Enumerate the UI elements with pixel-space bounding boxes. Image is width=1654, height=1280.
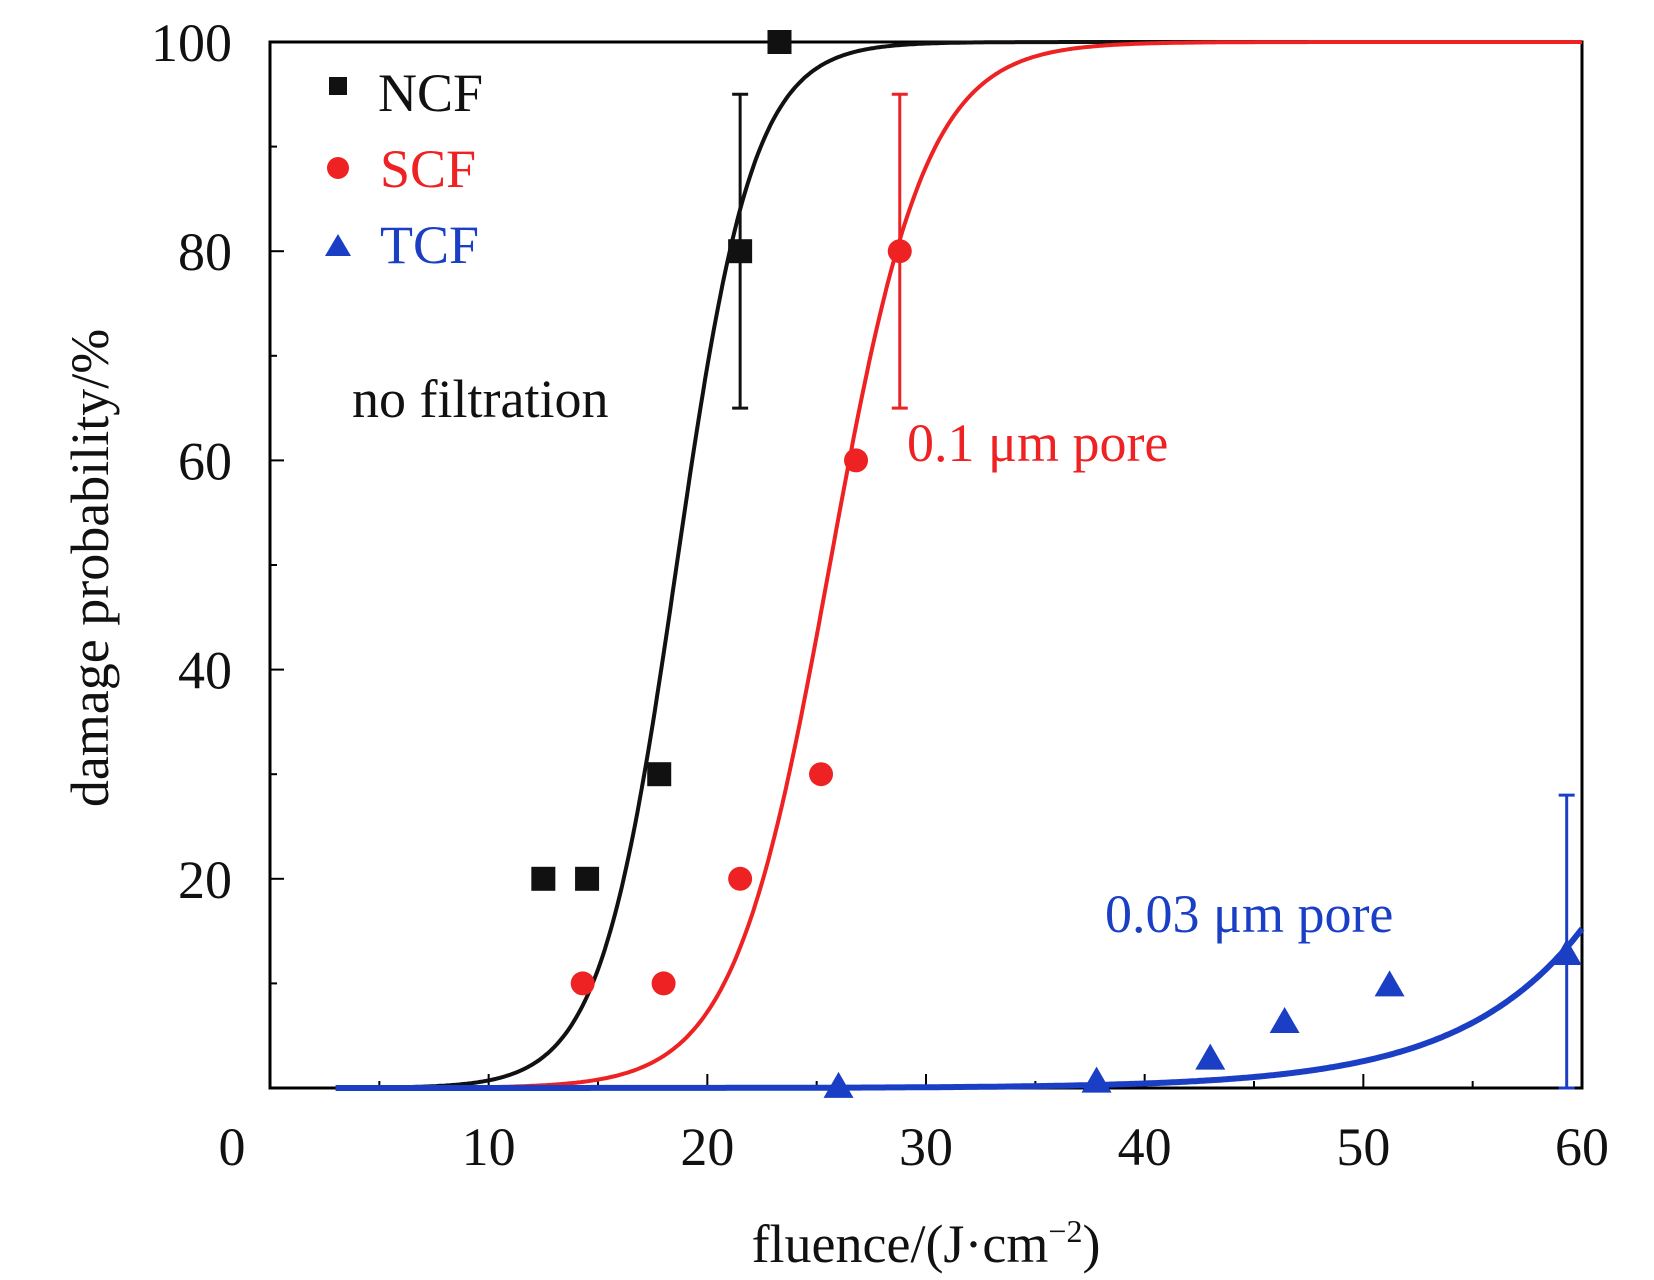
legend-marker-ncf: [329, 77, 347, 95]
point-ncf: [647, 762, 672, 787]
point-tcf: [1551, 939, 1582, 966]
point-tcf: [1081, 1066, 1112, 1093]
point-ncf: [575, 866, 600, 891]
annotation-0-1-um-pore: 0.1 μm pore: [907, 413, 1168, 473]
legend-marker-scf: [327, 157, 349, 179]
fit-curves: [335, 40, 1585, 1091]
x-axis-title-main: fluence/(J·cm: [752, 1214, 1049, 1274]
point-tcf: [1269, 1007, 1300, 1034]
fit-curve-scf: [335, 40, 1582, 1090]
point-scf: [570, 971, 595, 996]
x-tick-label: 10: [462, 1117, 516, 1177]
x-axis-title-close: ): [1082, 1214, 1100, 1274]
x-tick-label: 60: [1555, 1117, 1609, 1177]
legend-marker-tcf: [325, 234, 351, 256]
point-scf: [809, 762, 834, 787]
x-tick-label: 20: [680, 1117, 734, 1177]
x-tick-label: 50: [1336, 1117, 1390, 1177]
point-scf: [844, 448, 869, 473]
y-axis-title: damage probability/%: [60, 329, 120, 807]
x-tick-label: 30: [899, 1117, 953, 1177]
y-tick-label: 60: [178, 431, 232, 491]
legend-label-scf: SCF: [380, 139, 476, 199]
point-scf: [728, 866, 753, 891]
point-tcf: [1374, 970, 1405, 997]
y-tick-label: 20: [178, 850, 232, 910]
y-tick-label: 40: [178, 641, 232, 701]
point-ncf: [531, 866, 556, 891]
x-axis-title: fluence/(J·cm−2): [752, 1213, 1101, 1274]
point-tcf: [823, 1071, 854, 1098]
data-markers: [531, 30, 1582, 1098]
legend-label-tcf: TCF: [380, 215, 479, 275]
point-ncf: [728, 239, 753, 264]
tick-labels: 0 10 20 30 40 50 60 20 40 60 80 100: [151, 13, 1609, 1177]
x-axis-title-superscript: −2: [1048, 1213, 1082, 1249]
point-scf: [887, 239, 912, 264]
x-tick-label: 40: [1118, 1117, 1172, 1177]
x-tick-label: 0: [219, 1117, 246, 1177]
y-tick-label: 100: [151, 13, 232, 73]
point-scf: [651, 971, 676, 996]
fit-curve-tcf: [335, 926, 1585, 1091]
axis-ticks: [270, 145, 1474, 1088]
legend: NCF SCF TCF: [325, 63, 483, 275]
point-ncf: [767, 30, 792, 54]
annotation-no-filtration: no filtration: [352, 369, 608, 429]
legend-label-ncf: NCF: [378, 63, 483, 123]
fit-curve-ncf: [335, 40, 1582, 1090]
annotation-0-03-um-pore: 0.03 μm pore: [1105, 884, 1393, 944]
point-tcf: [1195, 1043, 1226, 1070]
y-tick-label: 80: [178, 222, 232, 282]
